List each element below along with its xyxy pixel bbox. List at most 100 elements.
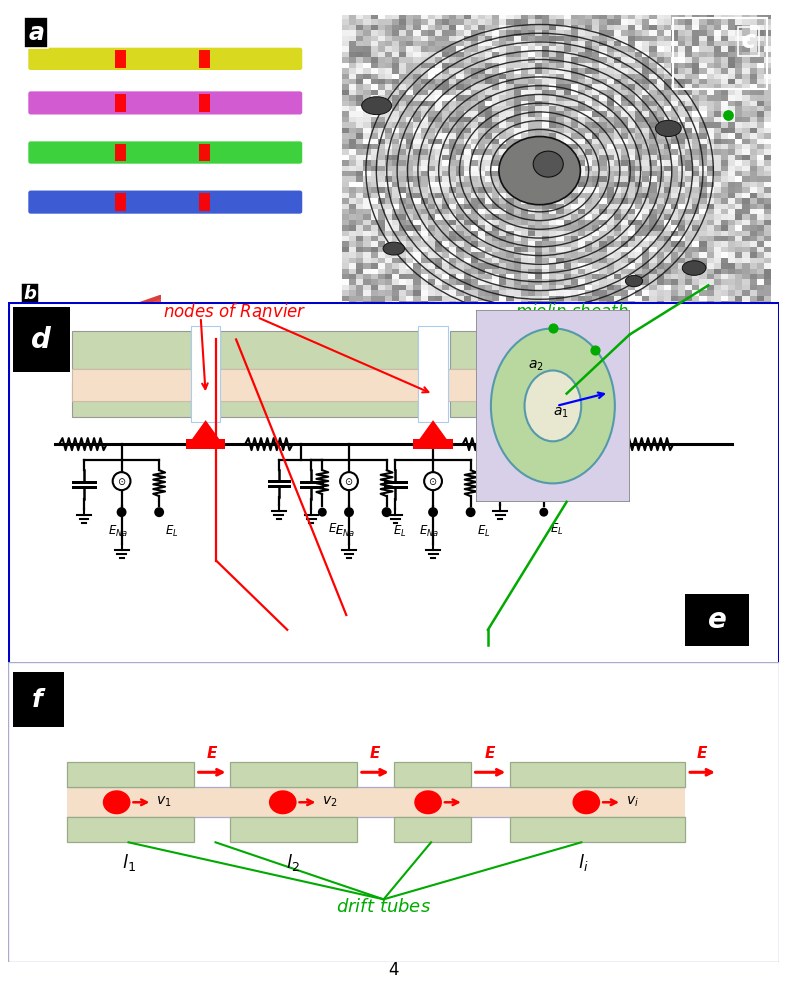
Circle shape bbox=[382, 507, 391, 518]
Bar bbox=[67, 787, 685, 818]
Bar bbox=[220, 382, 418, 417]
Circle shape bbox=[428, 507, 438, 518]
Text: $E_{Na}$: $E_{Na}$ bbox=[108, 524, 127, 539]
Bar bbox=[510, 763, 685, 787]
Point bbox=[54, 332, 65, 347]
Point bbox=[722, 107, 735, 123]
Text: $l_2$: $l_2$ bbox=[286, 852, 300, 873]
Bar bbox=[199, 193, 209, 212]
Bar bbox=[450, 382, 554, 417]
Ellipse shape bbox=[362, 96, 392, 114]
Bar bbox=[199, 93, 209, 112]
Circle shape bbox=[116, 507, 127, 518]
Bar bbox=[199, 144, 209, 161]
Bar bbox=[231, 818, 357, 842]
Text: $\odot$: $\odot$ bbox=[428, 475, 438, 487]
Text: $v_i$: $v_i$ bbox=[626, 795, 639, 810]
Text: $E_{Na}$: $E_{Na}$ bbox=[419, 524, 439, 539]
Text: $E_L$: $E_L$ bbox=[393, 524, 406, 539]
Text: 500 nm: 500 nm bbox=[636, 303, 671, 312]
Text: $E_L$: $E_L$ bbox=[165, 524, 179, 539]
Circle shape bbox=[539, 508, 549, 517]
Bar bbox=[115, 193, 126, 212]
Point bbox=[589, 341, 602, 357]
Text: $v_2$: $v_2$ bbox=[323, 795, 338, 810]
Text: 4: 4 bbox=[388, 961, 399, 979]
Point bbox=[544, 344, 556, 360]
Bar bbox=[450, 331, 554, 369]
Text: $\bfit{e}$: $\bfit{e}$ bbox=[707, 606, 726, 634]
Circle shape bbox=[466, 507, 475, 518]
Ellipse shape bbox=[414, 790, 442, 815]
Circle shape bbox=[340, 472, 358, 490]
Text: $E_L$: $E_L$ bbox=[477, 524, 490, 539]
Bar bbox=[115, 144, 126, 161]
Text: $\bfit{a}$: $\bfit{a}$ bbox=[28, 21, 44, 44]
Ellipse shape bbox=[682, 261, 706, 276]
Ellipse shape bbox=[269, 790, 297, 815]
Text: $\odot$: $\odot$ bbox=[345, 475, 353, 487]
Bar bbox=[413, 439, 453, 449]
Ellipse shape bbox=[626, 276, 643, 286]
Text: $a_1$: $a_1$ bbox=[553, 406, 569, 420]
Circle shape bbox=[154, 507, 164, 518]
Text: $\bfit{E}$: $\bfit{E}$ bbox=[206, 745, 218, 762]
Text: $\bfit{d}$: $\bfit{d}$ bbox=[31, 326, 53, 354]
Bar bbox=[186, 439, 225, 449]
Bar bbox=[199, 50, 209, 68]
Point bbox=[65, 375, 77, 391]
Text: $\bfit{b}$: $\bfit{b}$ bbox=[23, 285, 37, 303]
Polygon shape bbox=[417, 420, 449, 442]
Bar bbox=[673, 18, 767, 90]
Ellipse shape bbox=[499, 137, 580, 205]
Ellipse shape bbox=[383, 242, 405, 255]
Bar bbox=[394, 763, 471, 787]
Bar bbox=[115, 50, 126, 68]
Polygon shape bbox=[190, 420, 221, 442]
Circle shape bbox=[113, 472, 131, 490]
Bar bbox=[510, 818, 685, 842]
Point bbox=[547, 321, 560, 337]
Bar bbox=[231, 763, 357, 787]
Ellipse shape bbox=[572, 790, 600, 815]
Ellipse shape bbox=[103, 790, 131, 815]
Ellipse shape bbox=[656, 120, 682, 137]
Bar bbox=[220, 331, 418, 369]
Bar bbox=[13, 307, 70, 372]
Point bbox=[76, 419, 89, 435]
Text: $\bfit{c}$: $\bfit{c}$ bbox=[741, 30, 756, 53]
Bar bbox=[72, 369, 554, 401]
Bar bbox=[685, 594, 749, 646]
Text: $l_i$: $l_i$ bbox=[578, 852, 589, 873]
Bar bbox=[394, 818, 471, 842]
Text: $\bfit{f}$: $\bfit{f}$ bbox=[31, 688, 46, 712]
FancyBboxPatch shape bbox=[28, 47, 302, 70]
FancyBboxPatch shape bbox=[28, 142, 302, 163]
Text: $E_L$: $E_L$ bbox=[550, 523, 563, 537]
Bar bbox=[67, 818, 194, 842]
Text: $l_1$: $l_1$ bbox=[121, 852, 135, 873]
Circle shape bbox=[491, 329, 615, 483]
Bar bbox=[67, 763, 194, 787]
Text: $v_1$: $v_1$ bbox=[156, 795, 172, 810]
Text: $E_{Na}$: $E_{Na}$ bbox=[335, 524, 355, 539]
Text: $\odot$: $\odot$ bbox=[117, 475, 126, 487]
Text: $a_2$: $a_2$ bbox=[529, 358, 544, 373]
FancyBboxPatch shape bbox=[28, 191, 302, 214]
Circle shape bbox=[525, 370, 582, 441]
FancyBboxPatch shape bbox=[28, 92, 302, 114]
Bar bbox=[190, 326, 220, 422]
Circle shape bbox=[424, 472, 442, 490]
Text: $\bfit{E}$: $\bfit{E}$ bbox=[696, 745, 708, 762]
Text: $\it{nodes\ of\ Ranvier}$: $\it{nodes\ of\ Ranvier}$ bbox=[164, 303, 307, 321]
Bar bbox=[13, 672, 65, 727]
Circle shape bbox=[318, 508, 327, 517]
Text: $E_L$: $E_L$ bbox=[328, 523, 342, 537]
Bar bbox=[72, 382, 190, 417]
Bar bbox=[115, 93, 126, 112]
Bar bbox=[418, 326, 448, 422]
Ellipse shape bbox=[534, 152, 563, 177]
Text: $\bfit{E}$: $\bfit{E}$ bbox=[369, 745, 382, 762]
Text: $\it{drift\ tubes}$: $\it{drift\ tubes}$ bbox=[336, 898, 431, 916]
Bar bbox=[72, 331, 190, 369]
